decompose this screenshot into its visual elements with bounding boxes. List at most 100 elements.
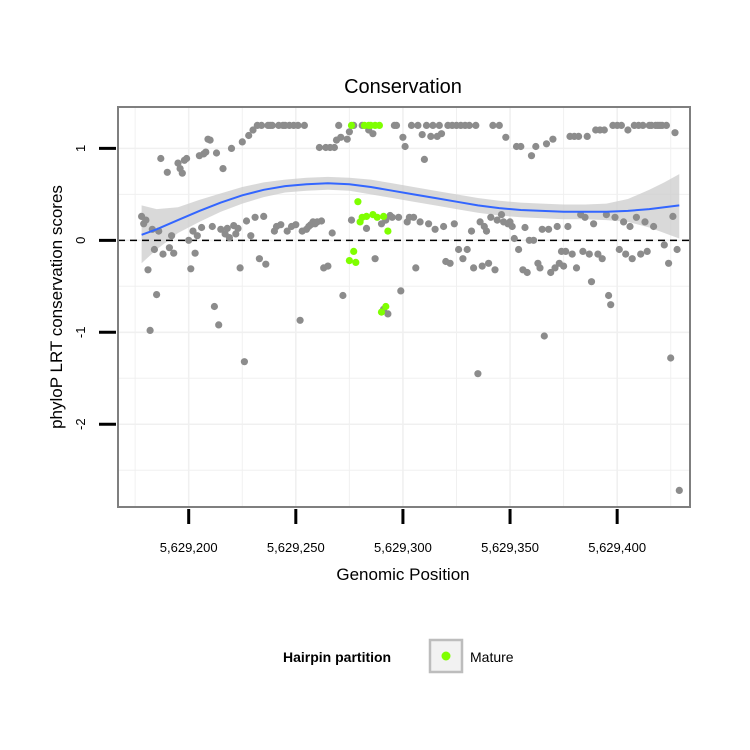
point-other: [223, 224, 231, 232]
point-other: [553, 222, 561, 231]
point-other: [225, 234, 233, 242]
point-other: [502, 133, 510, 141]
point-other: [268, 121, 276, 129]
point-other: [440, 222, 448, 231]
point-other: [251, 213, 259, 221]
point-mature: [352, 258, 360, 266]
point-other: [472, 121, 480, 129]
point-other: [425, 220, 433, 228]
point-other: [163, 168, 171, 176]
point-other: [435, 121, 443, 129]
point-other: [418, 131, 426, 139]
point-other: [560, 262, 568, 270]
point-other: [384, 310, 392, 318]
point-other: [242, 217, 251, 225]
point-other: [392, 121, 401, 129]
point-other: [277, 221, 285, 229]
point-other: [217, 225, 225, 233]
confidence-band: [141, 174, 680, 264]
point-other: [542, 140, 551, 148]
point-other: [187, 265, 195, 273]
point-other: [191, 249, 199, 257]
point-other: [510, 234, 518, 243]
point-other: [260, 212, 268, 220]
point-other: [142, 216, 150, 224]
point-mature: [373, 213, 381, 221]
point-mature: [380, 212, 388, 220]
point-other: [240, 358, 248, 366]
point-other: [598, 255, 606, 263]
point-other: [587, 278, 596, 286]
point-other: [420, 155, 428, 163]
point-other: [416, 218, 424, 226]
point-other: [236, 264, 244, 272]
point-other: [590, 220, 598, 228]
point-other: [495, 121, 503, 129]
point-other: [487, 213, 495, 221]
x-tick-label: 5,629,400: [588, 540, 646, 555]
point-other: [641, 218, 649, 226]
point-other: [527, 152, 536, 160]
point-other: [485, 259, 493, 267]
point-other: [371, 255, 379, 263]
point-other: [611, 213, 619, 221]
point-other: [262, 260, 270, 268]
y-axis-ticks: 1 0 -1 -2: [73, 145, 116, 430]
point-other: [551, 264, 559, 272]
point-mature: [354, 198, 362, 206]
point-other: [497, 211, 506, 219]
point-other: [183, 154, 191, 163]
point-other: [450, 220, 458, 228]
x-axis-label: Genomic Position: [336, 565, 469, 584]
point-other: [170, 249, 178, 257]
y-tick-label: -2: [73, 418, 88, 430]
point-other: [153, 291, 161, 299]
x-axis-ticks: 5,629,200 5,629,250 5,629,300 5,629,350 5,62…: [160, 509, 646, 555]
point-other: [538, 225, 546, 233]
point-other: [324, 262, 332, 270]
point-other: [628, 255, 636, 263]
point-other: [660, 241, 668, 249]
point-mature: [345, 257, 353, 265]
point-other: [343, 135, 351, 143]
point-other: [605, 291, 613, 300]
point-other: [476, 218, 484, 226]
point-other: [208, 222, 216, 231]
point-other: [238, 138, 246, 146]
point-other: [545, 225, 553, 233]
smooth-fit-line: [141, 182, 680, 236]
point-other: [178, 169, 186, 177]
point-other: [429, 121, 437, 129]
point-other: [345, 128, 353, 136]
point-other: [669, 212, 677, 220]
point-other: [219, 165, 227, 173]
point-other: [662, 121, 671, 129]
y-tick-label: -1: [73, 327, 88, 339]
point-other: [337, 133, 345, 141]
point-other: [607, 301, 615, 309]
point-other: [673, 245, 681, 254]
point-other: [562, 247, 570, 255]
point-other: [401, 142, 409, 151]
point-other: [422, 121, 431, 129]
y-axis-label: phyloP LRT conservation scores: [47, 185, 66, 429]
point-other: [159, 250, 167, 258]
x-tick-label: 5,629,350: [481, 540, 539, 555]
point-other: [150, 245, 158, 254]
point-other: [335, 121, 343, 129]
point-other: [189, 227, 197, 235]
point-other: [463, 245, 471, 254]
point-other: [146, 326, 154, 334]
legend-key-box: [428, 638, 464, 674]
point-other: [536, 264, 544, 272]
point-other: [547, 268, 555, 277]
point-other: [283, 227, 291, 235]
point-other: [407, 121, 416, 129]
point-other: [540, 332, 548, 340]
point-other: [643, 247, 651, 255]
point-other: [675, 486, 683, 494]
point-other: [467, 227, 476, 235]
point-other: [427, 132, 435, 140]
point-other: [637, 250, 645, 258]
